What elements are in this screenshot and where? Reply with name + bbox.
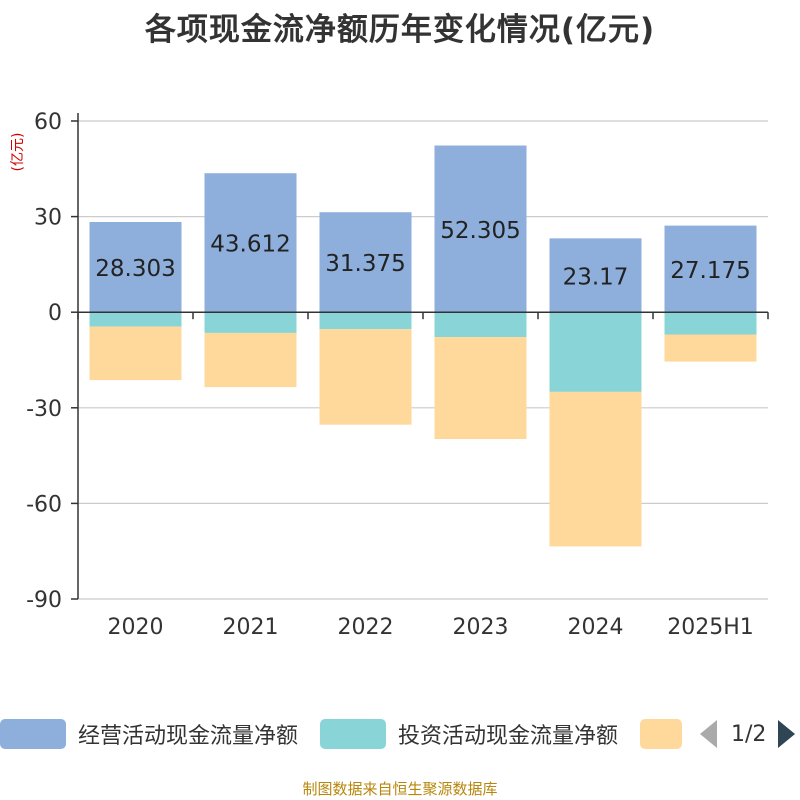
legend-swatch-investing xyxy=(320,719,386,749)
legend-pager: 1/2 xyxy=(700,716,796,752)
bar-segment xyxy=(434,312,527,338)
bar-segment xyxy=(664,334,757,362)
legend-next-arrow-icon[interactable] xyxy=(778,720,796,748)
data-labels: 28.303 43.612 31.375 52.305 23.17 27.175 xyxy=(95,218,750,290)
bar-segment xyxy=(319,212,412,313)
bar-segment xyxy=(89,312,182,327)
y-tick-label: -60 xyxy=(26,492,62,517)
bar-segment xyxy=(204,332,297,388)
bar-segment xyxy=(549,238,642,313)
legend-page-indicator: 1/2 xyxy=(731,721,767,747)
bars xyxy=(89,145,757,547)
bar-segment xyxy=(89,222,182,313)
y-tick-label: 30 xyxy=(34,206,62,231)
grid-lines xyxy=(78,120,768,600)
data-label: 52.305 xyxy=(440,218,520,244)
legend-label-investing: 投资活动现金流量净额 xyxy=(398,724,619,749)
bar-segment xyxy=(89,326,182,381)
bar-segment xyxy=(319,312,412,330)
x-tick-label: 2023 xyxy=(453,615,509,640)
chart-title: 各项现金流净额历年变化情况(亿元) xyxy=(144,12,656,48)
legend: 经营活动现金流量净额 投资活动现金流量净额 xyxy=(0,716,800,752)
data-label: 43.612 xyxy=(210,232,290,258)
legend-label-operating: 经营活动现金流量净额 xyxy=(78,724,299,749)
legend-swatch-third xyxy=(640,719,682,749)
bar-segment xyxy=(319,329,412,425)
legend-item-third[interactable] xyxy=(640,716,682,752)
y-tick-label: -90 xyxy=(26,588,62,613)
x-tick-label: 2025H1 xyxy=(667,615,754,640)
bar-segment xyxy=(434,337,527,440)
bar-segment xyxy=(434,145,527,313)
bar-segment xyxy=(664,225,757,313)
bar-segment xyxy=(664,312,757,335)
x-tick-label: 2021 xyxy=(223,615,279,640)
axes: 60 30 0 -30 -60 -90 2020 2021 2022 2023 2024 2025H1 xyxy=(26,110,769,640)
data-label: 28.303 xyxy=(95,256,175,282)
data-label: 23.17 xyxy=(563,264,629,290)
bar-segment xyxy=(204,312,297,333)
bar-segment xyxy=(549,312,642,392)
legend-item-investing[interactable]: 投资活动现金流量净额 xyxy=(320,716,618,752)
data-label: 31.375 xyxy=(325,251,405,277)
y-tick-label: -30 xyxy=(26,397,62,422)
y-tick-label: 0 xyxy=(48,301,62,326)
bar-segment xyxy=(549,391,642,547)
legend-prev-arrow-icon[interactable] xyxy=(700,720,717,748)
source-footer: 制图数据来自恒生聚源数据库 xyxy=(302,780,498,798)
legend-swatch-operating xyxy=(0,719,66,749)
bar-segment xyxy=(204,173,297,313)
y-tick-label: 60 xyxy=(34,110,62,135)
x-tick-label: 2022 xyxy=(338,615,394,640)
x-tick-label: 2024 xyxy=(568,615,624,640)
legend-item-operating[interactable]: 经营活动现金流量净额 xyxy=(0,716,298,752)
x-tick-label: 2020 xyxy=(108,615,164,640)
data-label: 27.175 xyxy=(670,258,750,284)
